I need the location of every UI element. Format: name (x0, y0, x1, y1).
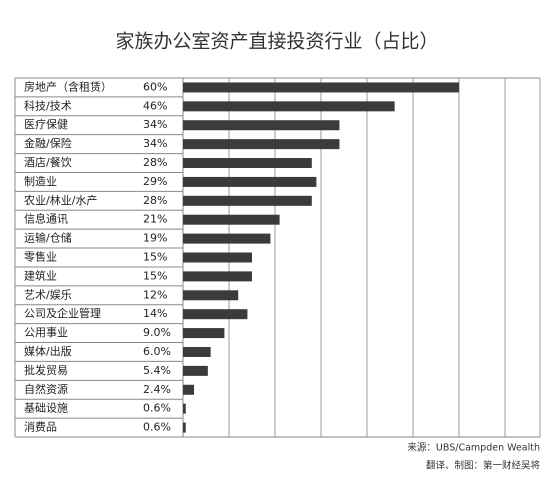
value-label: 15% (143, 269, 167, 282)
category-label: 医疗保健 (24, 117, 68, 131)
bar (183, 120, 340, 131)
category-label: 酒店/餐饮 (24, 155, 72, 169)
chart-title: 家族办公室资产直接投资行业（占比） (115, 31, 438, 53)
category-label: 建筑业 (24, 268, 57, 282)
category-label: 媒体/出版 (24, 344, 72, 358)
value-label: 0.6% (143, 402, 171, 415)
bar (183, 158, 312, 169)
value-label: 34% (143, 118, 167, 131)
category-label: 艺术/娱乐 (24, 287, 72, 301)
category-label: 房地产（含租赁） (24, 79, 112, 93)
category-label: 公用事业 (24, 326, 68, 339)
value-label: 28% (143, 156, 167, 169)
value-label: 12% (143, 288, 167, 301)
bar (183, 252, 253, 263)
bar (183, 233, 271, 244)
value-label: 6.0% (143, 345, 171, 358)
value-label: 9.0% (143, 326, 171, 339)
value-label: 28% (143, 194, 167, 207)
value-label: 60% (143, 80, 167, 93)
value-label: 14% (143, 307, 167, 320)
value-label: 19% (143, 232, 167, 245)
category-label: 零售业 (24, 250, 57, 264)
bar (183, 214, 280, 225)
bar (183, 176, 317, 187)
category-label: 农业/林业/水产 (24, 193, 97, 207)
category-label: 科技/技术 (24, 98, 72, 112)
category-label: 金融/保险 (24, 136, 72, 150)
category-label: 运输/仓储 (24, 231, 72, 245)
bar (183, 139, 340, 150)
category-label: 自然资源 (24, 382, 68, 396)
category-label: 信息通讯 (24, 212, 68, 226)
category-label: 公司及企业管理 (24, 306, 101, 320)
value-label: 21% (143, 213, 167, 226)
bar (183, 328, 225, 339)
value-label: 0.6% (143, 421, 171, 434)
bar (183, 309, 248, 320)
value-label: 5.4% (143, 364, 171, 377)
category-label: 基础设施 (24, 402, 68, 415)
bar (183, 82, 460, 93)
bar (183, 101, 395, 112)
bar (183, 271, 253, 282)
bar (183, 365, 208, 376)
category-label: 批发贸易 (24, 363, 68, 377)
value-label: 15% (143, 251, 167, 264)
bar (183, 290, 239, 301)
bar (183, 195, 312, 206)
value-label: 34% (143, 137, 167, 150)
bar (183, 422, 186, 433)
category-label: 消费品 (24, 420, 57, 434)
source-note: 来源：UBS/Campden Wealth (407, 443, 540, 454)
value-label: 46% (143, 99, 167, 112)
bar (183, 346, 211, 357)
bar (183, 384, 195, 395)
value-label: 2.4% (143, 383, 171, 396)
category-label: 制造业 (24, 174, 57, 188)
bar (183, 403, 186, 414)
grid (14, 78, 541, 437)
value-label: 29% (143, 175, 167, 188)
credit-note: 翻译、制图：第一财经吴将 (426, 460, 541, 472)
